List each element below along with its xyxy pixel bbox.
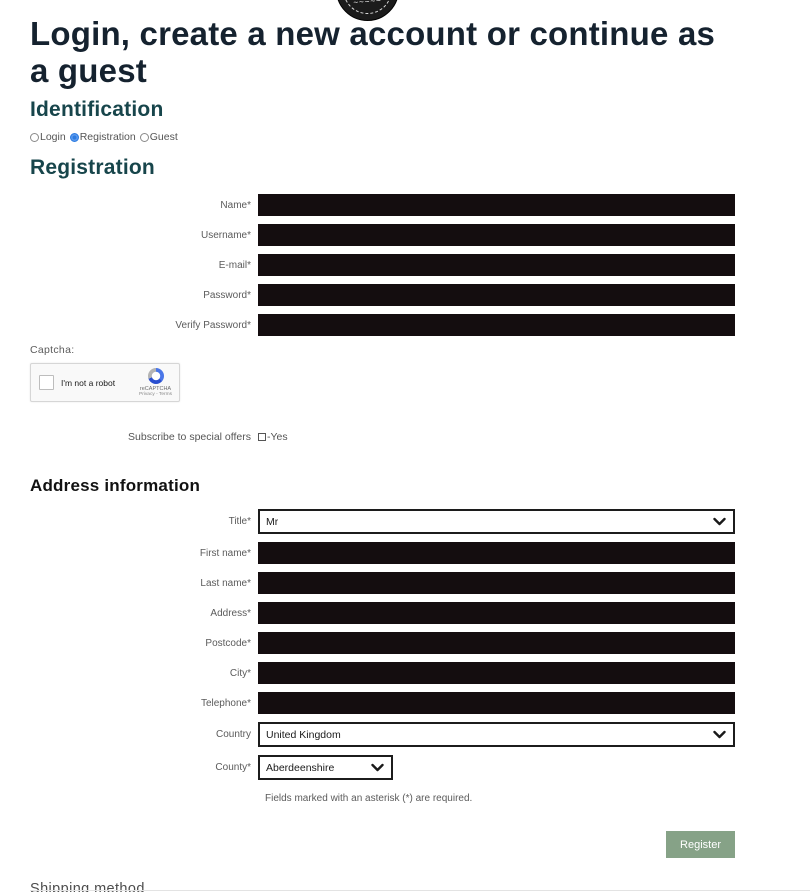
subscribe-row: Subscribe to special offers -Yes — [30, 431, 735, 443]
postcode-input[interactable] — [258, 632, 735, 654]
name-row: Name* — [30, 194, 735, 216]
header-logo-area: ~~~~~ — [0, 0, 810, 24]
bottom-divider — [30, 890, 810, 891]
registration-form: Name* Username* E-mail* Password* Verify… — [30, 194, 735, 336]
name-label: Name* — [220, 199, 251, 211]
first-name-label: First name* — [199, 547, 251, 559]
login-radio-label: Login — [40, 131, 66, 143]
telephone-label: Telephone* — [200, 697, 251, 709]
recaptcha-checkbox-label: I'm not a robot — [61, 377, 116, 388]
county-row: County* Aberdeenshire — [30, 755, 735, 780]
login-radio-icon[interactable] — [30, 132, 39, 142]
required-fields-note: Fields marked with an asterisk (*) are r… — [265, 793, 473, 804]
recaptcha-brand-name: reCAPTCHA — [139, 385, 172, 392]
title-row: Title* Mr — [30, 509, 735, 534]
address-label: Address* — [210, 607, 251, 619]
identification-heading: Identification — [30, 98, 164, 121]
telephone-row: Telephone* — [30, 692, 735, 714]
registration-radio-option[interactable]: Registration — [69, 131, 136, 143]
address-input[interactable] — [258, 602, 735, 624]
password-input[interactable] — [258, 284, 735, 306]
register-row: Register — [30, 831, 735, 858]
guest-radio-label: Guest — [149, 131, 178, 143]
email-row: E-mail* — [30, 254, 735, 276]
name-input[interactable] — [258, 194, 735, 216]
email-label: E-mail* — [218, 259, 251, 271]
page-title: Login, create a new account or continue … — [30, 15, 716, 89]
username-input[interactable] — [258, 224, 735, 246]
subscribe-yes-label: -Yes — [267, 431, 288, 443]
shipping-method-heading: Shipping method — [30, 881, 145, 892]
country-select[interactable]: United Kingdom — [258, 722, 735, 747]
country-select-value: United Kingdom — [266, 728, 341, 741]
county-select-value: Aberdeenshire — [266, 761, 335, 774]
register-button[interactable]: Register — [666, 831, 735, 858]
username-label: Username* — [200, 229, 251, 241]
country-row: Country United Kingdom — [30, 722, 735, 747]
last-name-row: Last name* — [30, 572, 735, 594]
captcha-label: Captcha: — [30, 344, 75, 356]
city-row: City* — [30, 662, 735, 684]
password-label: Password* — [203, 289, 251, 301]
guest-radio-icon[interactable] — [139, 132, 149, 142]
recaptcha-widget: I'm not a robot reCAPTCHA Privacy - Term… — [30, 363, 180, 402]
subscribe-label: Subscribe to special offers — [128, 431, 251, 443]
registration-heading: Registration — [30, 156, 155, 179]
identification-radio-group: Login Registration Guest — [30, 131, 735, 143]
address-row: Address* — [30, 602, 735, 624]
email-input[interactable] — [258, 254, 735, 276]
first-name-row: First name* — [30, 542, 735, 564]
recaptcha-checkbox[interactable] — [39, 375, 54, 390]
postcode-label: Postcode* — [205, 637, 251, 649]
verify-password-input[interactable] — [258, 314, 735, 336]
county-label: County* — [215, 762, 251, 773]
chevron-down-icon — [713, 517, 726, 525]
county-select[interactable]: Aberdeenshire — [258, 755, 393, 780]
first-name-input[interactable] — [258, 542, 735, 564]
subscribe-checkbox[interactable] — [258, 433, 266, 441]
checkout-page: Login, create a new account or continue … — [30, 0, 735, 892]
city-label: City* — [229, 667, 251, 679]
title-label: Title* — [228, 516, 251, 527]
city-input[interactable] — [258, 662, 735, 684]
guest-radio-option[interactable]: Guest — [139, 131, 178, 143]
recaptcha-brand-block: reCAPTCHA Privacy - Terms — [139, 368, 172, 397]
title-select-value: Mr — [266, 515, 279, 528]
verify-password-label: Verify Password* — [175, 319, 251, 331]
verify-password-row: Verify Password* — [30, 314, 735, 336]
chevron-down-icon — [713, 730, 726, 738]
last-name-label: Last name* — [200, 577, 251, 589]
recaptcha-privacy-terms-links[interactable]: Privacy - Terms — [139, 392, 172, 397]
registration-radio-icon[interactable] — [69, 132, 79, 142]
address-information-heading: Address information — [30, 476, 201, 495]
subscribe-yes-option[interactable]: -Yes — [258, 431, 288, 443]
recaptcha-logo-icon — [147, 368, 164, 384]
country-label: Country — [215, 729, 251, 740]
telephone-input[interactable] — [258, 692, 735, 714]
login-radio-option[interactable]: Login — [30, 131, 66, 143]
registration-radio-label: Registration — [79, 131, 136, 143]
chevron-down-icon — [371, 763, 384, 771]
last-name-input[interactable] — [258, 572, 735, 594]
postcode-row: Postcode* — [30, 632, 735, 654]
address-form: Title* Mr First name* Last name* Address… — [30, 509, 735, 780]
password-row: Password* — [30, 284, 735, 306]
username-row: Username* — [30, 224, 735, 246]
title-select[interactable]: Mr — [258, 509, 735, 534]
